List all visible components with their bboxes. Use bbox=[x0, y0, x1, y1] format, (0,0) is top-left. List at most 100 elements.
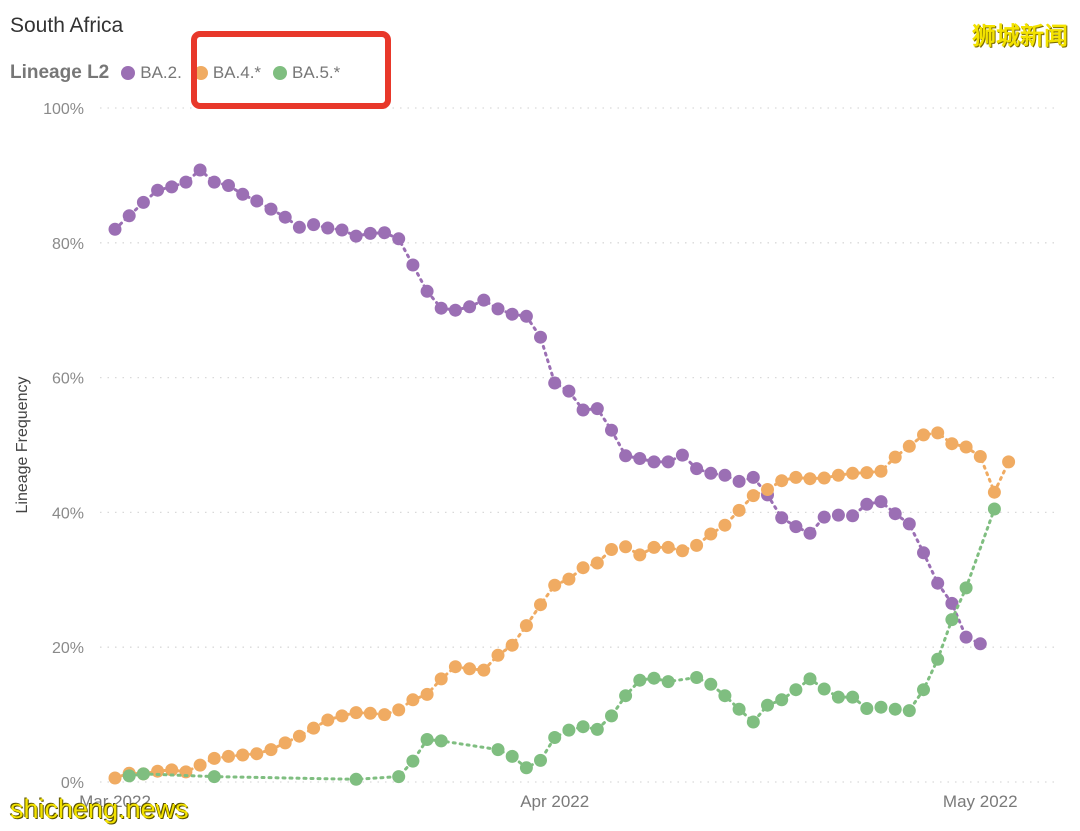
data-point[interactable] bbox=[761, 698, 774, 712]
data-point[interactable] bbox=[207, 175, 221, 189]
data-point[interactable] bbox=[704, 527, 718, 541]
data-point[interactable] bbox=[973, 450, 987, 463]
data-point[interactable] bbox=[420, 284, 434, 298]
data-point[interactable] bbox=[392, 232, 406, 246]
data-point[interactable] bbox=[647, 455, 661, 469]
data-point[interactable] bbox=[746, 470, 760, 484]
data-point[interactable] bbox=[534, 598, 547, 612]
data-point[interactable] bbox=[690, 671, 704, 684]
data-point[interactable] bbox=[406, 693, 420, 707]
data-point[interactable] bbox=[675, 448, 689, 462]
data-point[interactable] bbox=[959, 581, 973, 595]
data-point[interactable] bbox=[363, 706, 377, 720]
data-point[interactable] bbox=[789, 520, 803, 534]
data-point[interactable] bbox=[136, 767, 150, 781]
data-point[interactable] bbox=[434, 301, 448, 315]
data-point[interactable] bbox=[519, 309, 533, 323]
data-point[interactable] bbox=[420, 687, 434, 701]
data-point[interactable] bbox=[236, 748, 250, 762]
data-point[interactable] bbox=[463, 662, 477, 676]
data-point[interactable] bbox=[108, 771, 122, 785]
data-point[interactable] bbox=[732, 503, 746, 517]
data-point[interactable] bbox=[548, 731, 562, 744]
legend-item-ba2[interactable]: BA.2. bbox=[121, 63, 182, 83]
data-point[interactable] bbox=[732, 702, 746, 716]
data-point[interactable] bbox=[349, 772, 363, 786]
data-point[interactable] bbox=[378, 708, 391, 722]
data-point[interactable] bbox=[363, 226, 377, 240]
data-point[interactable] bbox=[292, 220, 306, 234]
data-point[interactable] bbox=[931, 426, 945, 440]
data-point[interactable] bbox=[122, 209, 136, 223]
data-point[interactable] bbox=[562, 723, 576, 737]
data-point[interactable] bbox=[973, 637, 987, 651]
data-point[interactable] bbox=[406, 258, 420, 272]
data-point[interactable] bbox=[619, 689, 633, 703]
data-point[interactable] bbox=[718, 468, 732, 482]
data-point[interactable] bbox=[945, 437, 959, 451]
data-point[interactable] bbox=[193, 758, 207, 772]
data-point[interactable] bbox=[803, 672, 817, 686]
data-point[interactable] bbox=[534, 330, 547, 344]
data-point[interactable] bbox=[335, 709, 349, 723]
data-point[interactable] bbox=[902, 517, 916, 531]
data-point[interactable] bbox=[902, 439, 916, 453]
data-point[interactable] bbox=[846, 509, 860, 523]
data-point[interactable] bbox=[746, 489, 760, 503]
data-point[interactable] bbox=[605, 423, 618, 437]
data-point[interactable] bbox=[931, 576, 945, 590]
data-point[interactable] bbox=[633, 548, 647, 562]
data-point[interactable] bbox=[661, 455, 675, 469]
data-point[interactable] bbox=[392, 703, 406, 717]
data-point[interactable] bbox=[534, 753, 547, 767]
data-point[interactable] bbox=[519, 761, 533, 775]
data-point[interactable] bbox=[207, 751, 221, 765]
data-point[interactable] bbox=[378, 226, 391, 240]
data-point[interactable] bbox=[321, 713, 335, 727]
data-point[interactable] bbox=[307, 218, 321, 232]
data-point[interactable] bbox=[945, 613, 959, 627]
data-point[interactable] bbox=[661, 675, 675, 689]
data-point[interactable] bbox=[207, 770, 221, 784]
data-point[interactable] bbox=[548, 578, 562, 592]
data-point[interactable] bbox=[647, 671, 661, 685]
data-point[interactable] bbox=[165, 180, 179, 194]
data-point[interactable] bbox=[434, 672, 448, 686]
data-point[interactable] bbox=[477, 293, 491, 307]
data-point[interactable] bbox=[817, 682, 831, 696]
data-point[interactable] bbox=[406, 754, 420, 768]
data-point[interactable] bbox=[477, 663, 491, 677]
data-point[interactable] bbox=[675, 544, 689, 558]
data-point[interactable] bbox=[236, 187, 250, 201]
data-point[interactable] bbox=[576, 561, 590, 575]
data-point[interactable] bbox=[846, 466, 860, 480]
data-point[interactable] bbox=[179, 175, 193, 189]
data-point[interactable] bbox=[803, 526, 817, 540]
data-point[interactable] bbox=[789, 683, 803, 697]
data-point[interactable] bbox=[817, 510, 831, 524]
data-point[interactable] bbox=[250, 747, 264, 761]
data-point[interactable] bbox=[888, 507, 902, 521]
data-point[interactable] bbox=[519, 619, 533, 633]
data-point[interactable] bbox=[718, 518, 732, 532]
data-point[interactable] bbox=[803, 472, 817, 486]
data-point[interactable] bbox=[590, 556, 604, 570]
data-point[interactable] bbox=[548, 376, 562, 390]
data-point[interactable] bbox=[746, 715, 760, 729]
data-point[interactable] bbox=[718, 689, 732, 703]
data-point[interactable] bbox=[1002, 455, 1016, 469]
data-point[interactable] bbox=[605, 543, 618, 556]
data-point[interactable] bbox=[292, 729, 306, 743]
data-point[interactable] bbox=[193, 163, 207, 177]
data-point[interactable] bbox=[917, 428, 930, 442]
data-point[interactable] bbox=[165, 763, 179, 777]
data-point[interactable] bbox=[590, 722, 604, 736]
data-point[interactable] bbox=[761, 483, 774, 496]
data-point[interactable] bbox=[831, 508, 845, 522]
data-point[interactable] bbox=[264, 202, 278, 216]
data-point[interactable] bbox=[860, 466, 874, 480]
data-point[interactable] bbox=[874, 495, 888, 509]
data-point[interactable] bbox=[434, 734, 448, 748]
data-point[interactable] bbox=[278, 210, 292, 224]
data-point[interactable] bbox=[335, 223, 349, 237]
